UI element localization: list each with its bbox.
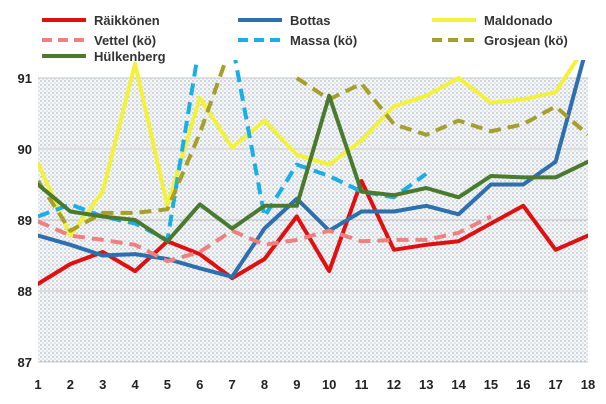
series-line-3 bbox=[38, 214, 492, 264]
series-line-1 bbox=[38, 60, 586, 279]
x-tick-label: 2 bbox=[67, 377, 74, 392]
x-tick-label: 8 bbox=[261, 377, 268, 392]
legend-label-3: Vettel (kö) bbox=[94, 33, 156, 48]
series-lines bbox=[38, 60, 588, 286]
x-tick-label: 1 bbox=[34, 377, 41, 392]
x-tick-label: 16 bbox=[516, 377, 530, 392]
x-tick-label: 15 bbox=[484, 377, 498, 392]
y-tick-label: 87 bbox=[18, 355, 32, 370]
series-line-0 bbox=[38, 179, 588, 286]
legend-label-6: Hülkenberg bbox=[94, 49, 166, 64]
series-line-5 bbox=[38, 60, 229, 233]
x-tick-label: 10 bbox=[322, 377, 336, 392]
x-tick-label: 18 bbox=[581, 377, 595, 392]
x-tick-label: 4 bbox=[131, 377, 139, 392]
x-tick-label: 9 bbox=[293, 377, 300, 392]
y-tick-label: 91 bbox=[18, 71, 32, 86]
y-tick-label: 89 bbox=[18, 213, 32, 228]
y-tick-label: 90 bbox=[18, 142, 32, 157]
x-tick-label: 6 bbox=[196, 377, 203, 392]
x-tick-label: 17 bbox=[548, 377, 562, 392]
x-tick-label: 11 bbox=[355, 377, 369, 392]
x-tick-label: 3 bbox=[99, 377, 106, 392]
x-tick-label: 5 bbox=[164, 377, 171, 392]
y-axis-ticks: 87 88 89 90 91 bbox=[18, 71, 32, 370]
legend-label-4: Massa (kö) bbox=[290, 33, 357, 48]
legend: Räikkönen Bottas Maldonado Vettel (kö) Massa… bbox=[42, 13, 568, 64]
x-tick-label: 13 bbox=[419, 377, 433, 392]
series-line-2 bbox=[38, 60, 579, 238]
series-line-6 bbox=[38, 93, 588, 244]
legend-label-0: Räikkönen bbox=[94, 13, 160, 28]
series-line-5 bbox=[295, 76, 588, 137]
x-tick-label: 7 bbox=[229, 377, 236, 392]
legend-label-5: Grosjean (kö) bbox=[484, 33, 568, 48]
legend-label-2: Maldonado bbox=[484, 13, 553, 28]
x-tick-label: 12 bbox=[387, 377, 401, 392]
legend-label-1: Bottas bbox=[290, 13, 330, 28]
x-axis-ticks: 1 2 3 4 5 6 7 8 9 10 11 12 13 14 15 16 17 18 bbox=[34, 377, 595, 392]
y-tick-label: 88 bbox=[18, 284, 32, 299]
x-tick-label: 14 bbox=[451, 377, 466, 392]
